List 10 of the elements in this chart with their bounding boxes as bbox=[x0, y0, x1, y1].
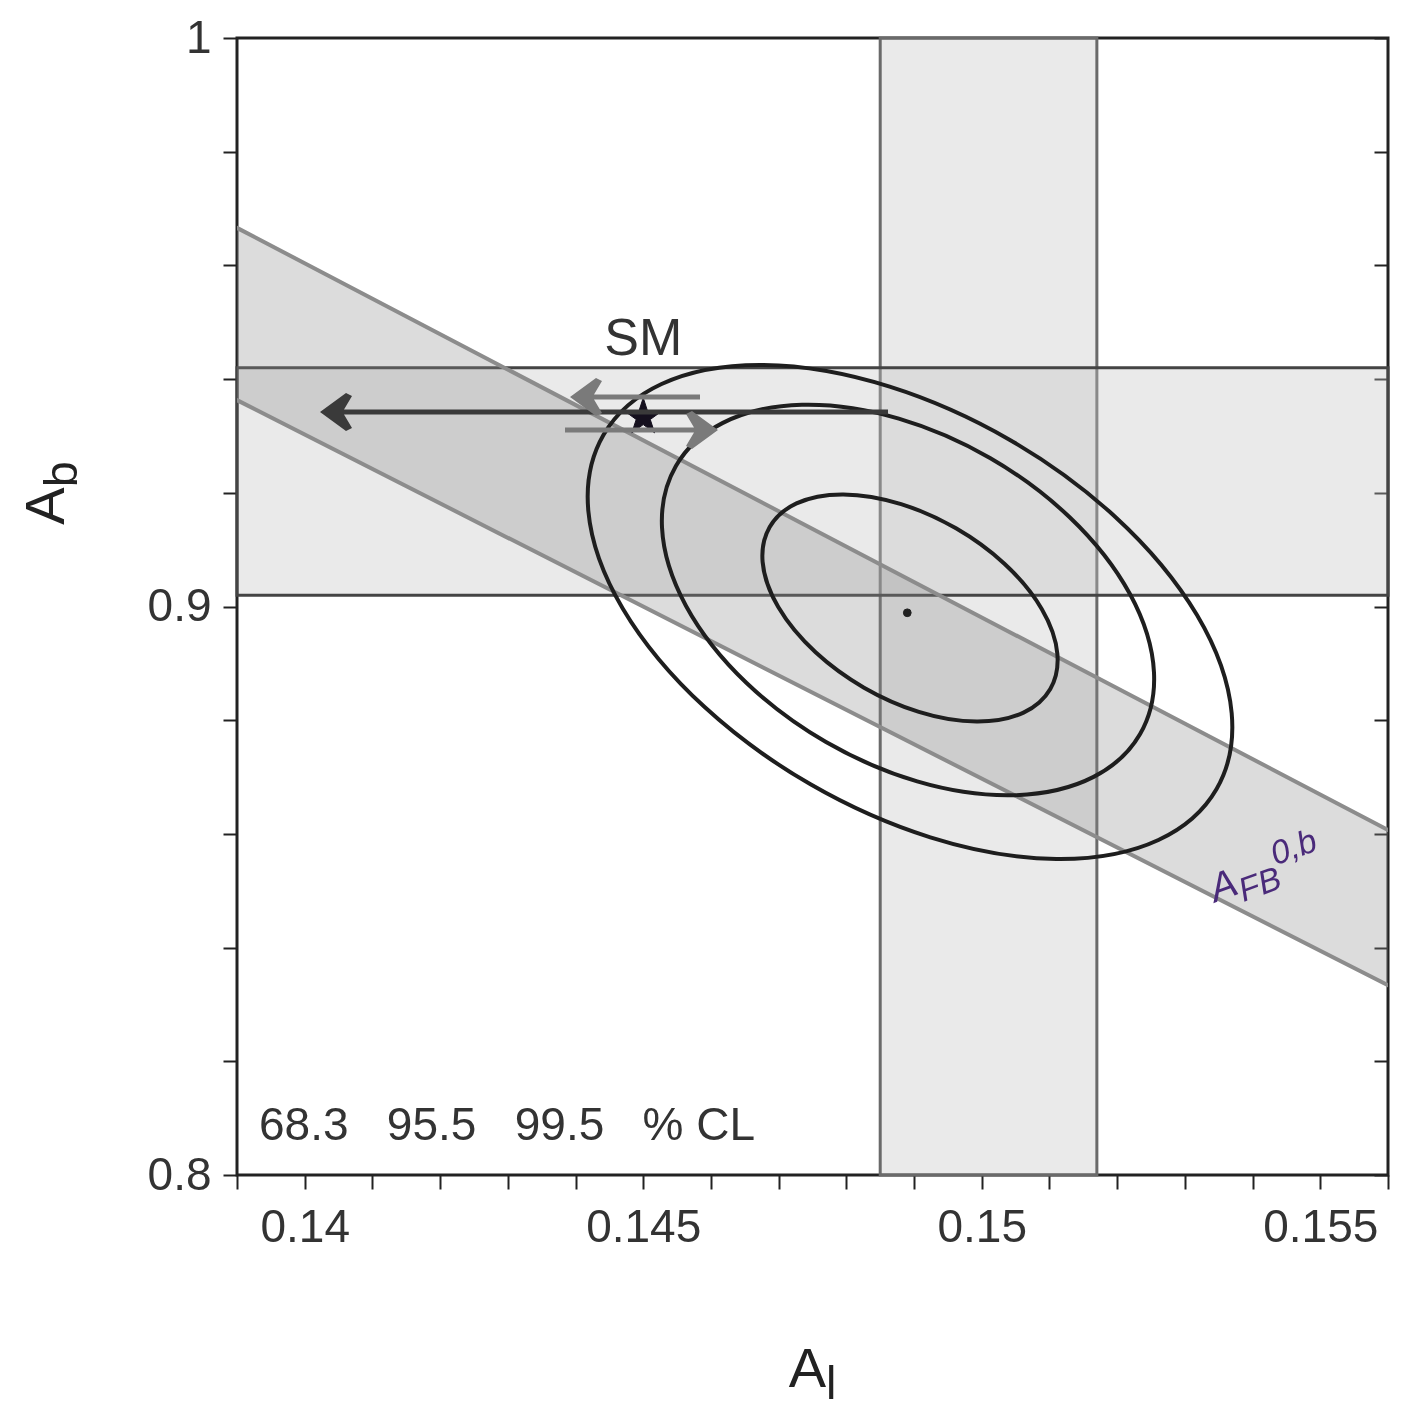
x-tick-label: 0.145 bbox=[586, 1199, 702, 1252]
y-tick-label: 1 bbox=[185, 10, 212, 63]
x-tick-label: 0.155 bbox=[1263, 1199, 1379, 1252]
x-tick-label: 0.14 bbox=[260, 1199, 350, 1252]
annotation: SM bbox=[604, 307, 683, 368]
y-tick-label: 0.8 bbox=[147, 1147, 212, 1200]
annotation: 68.3 95.5 99.5 % CL bbox=[259, 1097, 756, 1151]
x-tick-label: 0.15 bbox=[937, 1199, 1028, 1252]
y-tick-label: 0.9 bbox=[147, 579, 212, 631]
x-axis-title: A$_{l}$ bbox=[788, 1335, 837, 1411]
